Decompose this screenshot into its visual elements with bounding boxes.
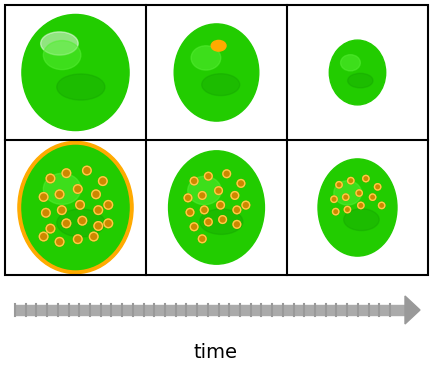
Ellipse shape: [43, 40, 81, 70]
Circle shape: [74, 185, 82, 193]
Circle shape: [94, 206, 103, 214]
Ellipse shape: [174, 24, 259, 121]
Circle shape: [215, 187, 223, 195]
Circle shape: [39, 232, 48, 241]
Circle shape: [78, 216, 87, 225]
Circle shape: [92, 190, 100, 199]
Circle shape: [344, 206, 351, 213]
Circle shape: [233, 220, 241, 228]
Ellipse shape: [211, 40, 226, 51]
Circle shape: [200, 206, 208, 214]
Circle shape: [231, 192, 239, 199]
Circle shape: [46, 174, 55, 183]
Ellipse shape: [41, 32, 78, 55]
Circle shape: [99, 177, 107, 185]
Circle shape: [233, 206, 241, 214]
Circle shape: [358, 202, 364, 208]
Circle shape: [39, 193, 48, 201]
Circle shape: [104, 219, 113, 228]
Circle shape: [76, 201, 84, 209]
Bar: [15, 305, 405, 315]
Circle shape: [348, 177, 354, 184]
Circle shape: [331, 196, 337, 202]
Circle shape: [58, 206, 66, 214]
Circle shape: [42, 209, 50, 217]
Ellipse shape: [22, 146, 129, 270]
Ellipse shape: [168, 151, 265, 264]
Ellipse shape: [27, 26, 108, 90]
Polygon shape: [405, 296, 420, 324]
Circle shape: [104, 201, 113, 209]
Circle shape: [184, 194, 192, 202]
Circle shape: [190, 223, 198, 231]
Ellipse shape: [57, 209, 105, 237]
Ellipse shape: [202, 74, 240, 96]
Circle shape: [198, 192, 206, 199]
Ellipse shape: [334, 181, 362, 205]
Circle shape: [343, 194, 349, 200]
Circle shape: [55, 237, 64, 246]
Ellipse shape: [188, 176, 221, 205]
Circle shape: [375, 184, 381, 190]
Circle shape: [62, 219, 71, 228]
Circle shape: [198, 235, 206, 243]
Ellipse shape: [348, 73, 373, 88]
Ellipse shape: [27, 26, 108, 90]
Ellipse shape: [43, 173, 81, 204]
Ellipse shape: [57, 74, 105, 100]
Text: time: time: [194, 344, 238, 363]
Circle shape: [204, 172, 212, 180]
Circle shape: [378, 202, 385, 208]
Ellipse shape: [191, 46, 221, 70]
Circle shape: [333, 209, 339, 215]
Circle shape: [62, 169, 71, 177]
Circle shape: [336, 182, 342, 188]
Circle shape: [90, 232, 98, 241]
Circle shape: [94, 222, 103, 230]
Ellipse shape: [341, 55, 360, 71]
Circle shape: [83, 166, 91, 175]
Ellipse shape: [41, 32, 78, 55]
Ellipse shape: [200, 209, 243, 234]
Circle shape: [204, 218, 212, 226]
Ellipse shape: [22, 15, 129, 130]
Circle shape: [186, 209, 194, 216]
Ellipse shape: [73, 25, 110, 51]
Circle shape: [363, 176, 369, 182]
Circle shape: [242, 201, 250, 209]
Circle shape: [356, 190, 362, 196]
Ellipse shape: [73, 25, 110, 51]
Ellipse shape: [330, 40, 386, 105]
Circle shape: [217, 201, 224, 209]
Ellipse shape: [18, 141, 133, 274]
Circle shape: [219, 216, 226, 223]
Circle shape: [237, 180, 245, 187]
Ellipse shape: [318, 159, 397, 256]
Circle shape: [74, 235, 82, 243]
Circle shape: [46, 224, 55, 233]
Circle shape: [369, 194, 376, 200]
Circle shape: [223, 170, 230, 178]
Ellipse shape: [344, 209, 379, 231]
Circle shape: [55, 190, 64, 199]
Circle shape: [190, 177, 198, 185]
